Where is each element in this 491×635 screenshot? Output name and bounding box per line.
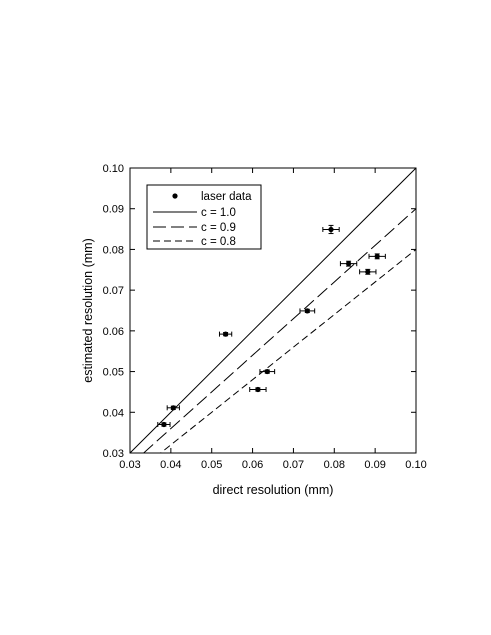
y-tick-label: 0.07 — [103, 285, 124, 297]
x-tick-label: 0.05 — [201, 459, 222, 471]
data-point — [359, 268, 377, 275]
y-tick-label: 0.08 — [103, 244, 124, 256]
legend-label-c08: c = 0.8 — [201, 236, 236, 248]
legend-label-c09: c = 0.9 — [201, 222, 236, 234]
data-point — [259, 368, 276, 375]
reference-line-10 — [130, 168, 416, 453]
y-tick-label: 0.05 — [103, 367, 124, 379]
y-tick-label: 0.09 — [103, 204, 124, 216]
x-tick-label: 0.03 — [119, 459, 140, 471]
legend-label-c10: c = 1.0 — [201, 207, 236, 219]
data-point — [166, 405, 180, 411]
data-point — [157, 421, 171, 428]
reference-line-09 — [142, 208, 416, 453]
data-point — [218, 331, 233, 337]
plot-frame — [129, 167, 417, 454]
y-tick-label: 0.03 — [103, 448, 124, 460]
x-tick-label: 0.06 — [242, 459, 263, 471]
y-axis-title: estimated resolution (mm) — [81, 238, 95, 383]
x-tick-label: 0.10 — [405, 459, 426, 471]
legend-label-laser-data: laser data — [201, 191, 252, 203]
data-points — [157, 224, 386, 428]
data-point — [249, 386, 267, 393]
reference-line-08 — [159, 249, 416, 453]
point-marker — [161, 421, 167, 428]
y-tick-label: 0.06 — [103, 326, 124, 338]
y-axis: 0.03 0.04 0.05 0.06 0.07 0.08 0.09 0.10 — [103, 163, 416, 460]
point-marker — [304, 308, 310, 314]
data-point — [368, 253, 386, 260]
point-marker — [365, 269, 371, 275]
x-tick-label: 0.07 — [283, 459, 304, 471]
point-marker — [374, 253, 380, 259]
x-tick-label: 0.04 — [160, 459, 181, 471]
x-axis: 0.03 0.04 0.05 0.06 0.07 0.08 0.09 0.10 — [119, 168, 427, 471]
y-tick-label: 0.04 — [103, 407, 124, 419]
point-marker — [170, 405, 176, 411]
point-marker — [255, 386, 261, 393]
point-marker — [223, 331, 229, 337]
data-point — [322, 224, 340, 235]
point-marker — [345, 261, 352, 267]
legend-marker-laser-data — [172, 193, 178, 199]
point-marker — [328, 226, 334, 233]
data-point — [299, 308, 316, 314]
x-axis-title: direct resolution (mm) — [213, 483, 334, 497]
reference-lines — [130, 168, 416, 453]
data-point — [339, 260, 358, 267]
x-tick-label: 0.08 — [324, 459, 345, 471]
x-tick-label: 0.09 — [364, 459, 385, 471]
point-marker — [264, 368, 270, 375]
legend-box — [146, 184, 262, 250]
legend: laser data c = 1.0 c = 0.9 c = 0.8 — [146, 184, 262, 250]
y-tick-label: 0.10 — [103, 163, 124, 175]
